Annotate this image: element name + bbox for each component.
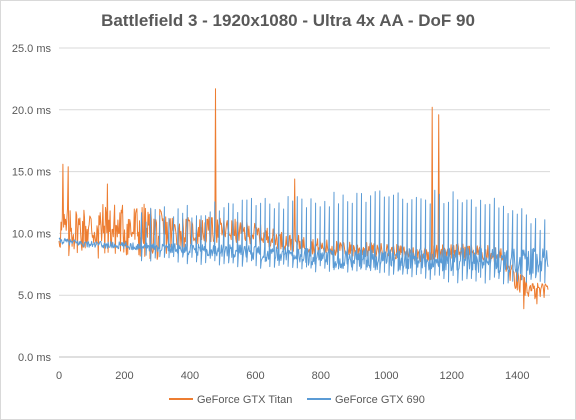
x-tick-label: 1200: [440, 370, 464, 382]
x-tick-label: 200: [115, 370, 133, 382]
x-tick-label: 1400: [505, 370, 529, 382]
y-tick-label: 15.0 ms: [12, 167, 52, 179]
grid-lines: [59, 47, 550, 358]
y-tick-label: 25.0 ms: [12, 43, 52, 55]
chart-title: Battlefield 3 - 1920x1080 - Ultra 4x AA …: [101, 11, 475, 30]
y-tick-label: 5.0 ms: [18, 290, 52, 302]
legend-label: GeForce GTX Titan: [197, 394, 292, 406]
x-tick-label: 1000: [374, 370, 398, 382]
y-tick-label: 20.0 ms: [12, 105, 52, 117]
x-tick-label: 800: [312, 370, 330, 382]
series-line-gtx-690: [58, 189, 549, 285]
legend: GeForce GTX Titan GeForce GTX 690: [169, 394, 425, 406]
x-axis-ticks: 0 200 400 600 800 1000 1200 1400: [56, 356, 550, 382]
y-tick-label: 0.0 ms: [18, 352, 52, 364]
y-axis-ticks: 0.0 ms 5.0 ms 10.0 ms 15.0 ms 20.0 ms 25.0 ms: [12, 43, 52, 364]
legend-label: GeForce GTX 690: [335, 394, 425, 406]
y-tick-label: 10.0 ms: [12, 228, 52, 240]
x-tick-label: 400: [181, 370, 199, 382]
x-tick-label: 0: [56, 370, 62, 382]
series-line-gtx-titan: [58, 88, 549, 310]
series-lines: [58, 88, 549, 310]
x-tick-label: 600: [246, 370, 264, 382]
